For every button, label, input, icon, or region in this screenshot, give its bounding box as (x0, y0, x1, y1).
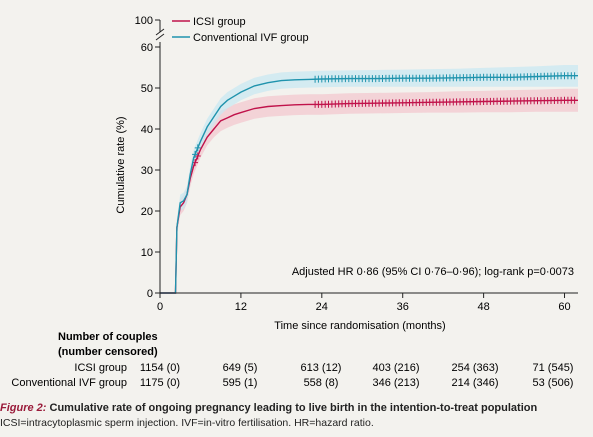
axis-break-mark (155, 28, 165, 41)
risk-cell-1-2: 558 (8) (304, 377, 339, 389)
caption-abbreviations: ICSI=intracytoplasmic sperm injection. I… (0, 417, 374, 429)
y-tick-label-50: 50 (141, 83, 153, 95)
risk-cell-0-3: 403 (216) (372, 362, 419, 374)
ci-band-0 (160, 88, 578, 293)
caption-label: Figure 2: (0, 402, 47, 414)
early-censor-mark-0-1 (194, 152, 201, 160)
x-tick-label-48: 48 (477, 301, 489, 313)
x-tick-label-12: 12 (235, 301, 247, 313)
risk-row-label-1: Conventional IVF group (11, 377, 127, 389)
y-tick-label-60: 60 (141, 42, 153, 54)
censor-marks-1 (314, 72, 576, 83)
legend-label-0: ICSI group (193, 16, 246, 28)
x-axis-label: Time since randomisation (months) (274, 320, 445, 332)
x-tick-label-24: 24 (316, 301, 328, 313)
y-tick-label-30: 30 (141, 165, 153, 177)
legend-label-1: Conventional IVF group (193, 32, 309, 44)
y-tick-label-40: 40 (141, 124, 153, 136)
y-axis-label: Cumulative rate (%) (115, 116, 127, 213)
km-chart: 100 0 10 20 30 40 50 60 0 12 24 36 48 60 Time since ra… (11, 15, 578, 389)
risk-cell-0-2: 613 (12) (301, 362, 342, 374)
risk-cell-0-5: 71 (545) (533, 362, 574, 374)
early-censor-mark-1-0 (192, 150, 199, 158)
risk-row-label-0: ICSI group (74, 362, 127, 374)
y-tick-label-100: 100 (135, 15, 153, 27)
x-tick-label-60: 60 (558, 301, 570, 313)
y-tick-label-0: 0 (147, 288, 153, 300)
y-tick-label-20: 20 (141, 206, 153, 218)
series-line-1 (160, 75, 578, 294)
risk-cell-1-0: 1175 (0) (140, 377, 180, 389)
early-censor-mark-1-1 (194, 144, 201, 152)
censor-marks-0 (314, 96, 576, 108)
hazard-ratio-annotation: Adjusted HR 0·86 (95% CI 0·76–0·96); log… (292, 266, 574, 278)
risk-cell-1-5: 53 (506) (533, 377, 574, 389)
caption-title: Cumulative rate of ongoing pregnancy lea… (49, 402, 538, 414)
risk-cell-0-4: 254 (363) (451, 362, 498, 374)
risk-cell-0-0: 1154 (0) (140, 362, 180, 374)
risk-table-heading: Number of couples (58, 331, 158, 343)
x-tick-label-36: 36 (397, 301, 409, 313)
risk-cell-1-3: 346 (213) (372, 377, 419, 389)
risk-cell-0-1: 649 (5) (223, 362, 258, 374)
risk-cell-1-1: 595 (1) (223, 377, 258, 389)
figure-caption: Figure 2: Cumulative rate of ongoing pre… (0, 401, 593, 431)
x-tick-label-0: 0 (157, 301, 163, 313)
risk-table-subheading: (number censored) (58, 346, 158, 358)
risk-cell-1-4: 214 (346) (451, 377, 498, 389)
y-tick-label-10: 10 (141, 247, 153, 259)
